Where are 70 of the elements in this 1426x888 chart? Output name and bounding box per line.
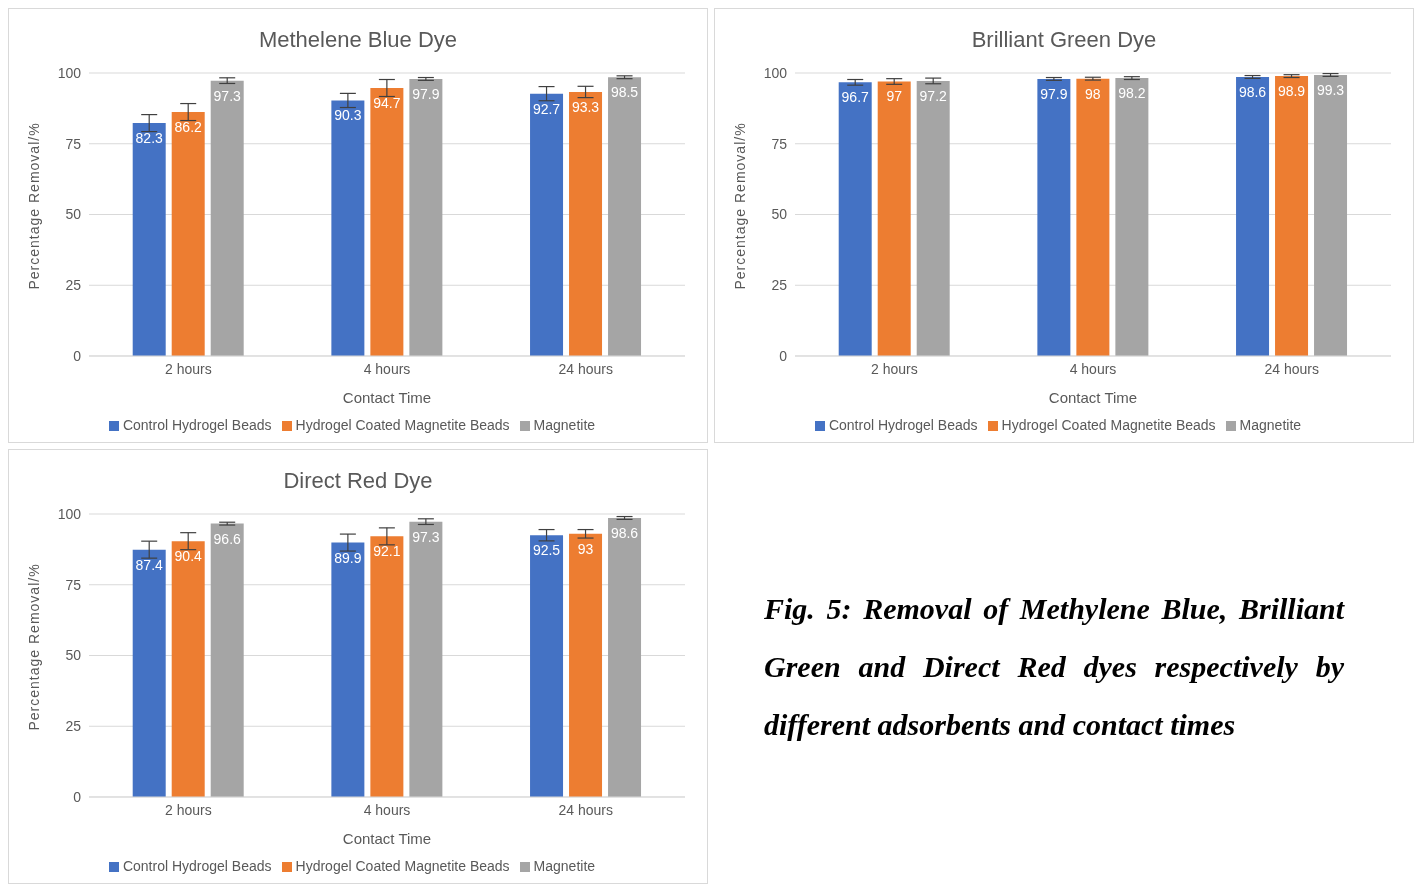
data-label: 82.3	[135, 130, 164, 147]
data-label: 98.2	[1118, 85, 1146, 102]
x-axis-title: Contact Time	[342, 389, 432, 406]
data-label: 87.4	[135, 556, 164, 573]
y-tick-label: 25	[65, 277, 82, 294]
legend-label: Magnetite	[533, 417, 596, 433]
y-tick-label: 50	[65, 206, 82, 223]
data-label: 98.9	[1277, 83, 1306, 100]
data-label: 93	[577, 540, 594, 557]
x-tick-label: 2 hours	[164, 360, 212, 377]
data-label: 93.3	[571, 98, 600, 115]
y-tick-label: 50	[771, 206, 788, 223]
y-tick-label: 100	[763, 64, 788, 81]
legend-label: Magnetite	[533, 858, 596, 874]
data-label: 96.6	[213, 530, 242, 547]
data-label: 97.3	[213, 87, 242, 104]
y-axis-title: Percentage Removal/%	[731, 122, 748, 290]
caption: Fig. 5: Removal of Methylene Blue, Brilliant Green and Direct Red dyes respectively by different adsorbents and contact times	[764, 590, 1344, 743]
data-label: 97.9	[412, 85, 440, 102]
y-tick-label: 0	[779, 347, 788, 364]
chart-title: Methelene Blue Dye	[257, 26, 459, 54]
x-axis-title: Contact Time	[342, 830, 432, 847]
x-tick-label: 4 hours	[1069, 360, 1117, 377]
data-label: 90.3	[334, 107, 362, 124]
y-axis-title: Percentage Removal/%	[25, 122, 42, 290]
data-label: 97.9	[1040, 85, 1068, 102]
legend-label: Hydrogel Coated Magnetite Beads	[1001, 417, 1216, 433]
legend-label: Hydrogel Coated Magnetite Beads	[295, 858, 510, 874]
data-label: 99.3	[1316, 81, 1345, 98]
data-label: 97	[886, 88, 903, 105]
x-tick-label: 4 hours	[363, 801, 411, 818]
y-tick-label: 25	[65, 718, 82, 735]
legend-label: Control Hydrogel Beads	[828, 417, 978, 433]
data-label: 97.2	[919, 87, 948, 104]
x-tick-label: 2 hours	[164, 801, 212, 818]
legend-label: Magnetite	[1239, 417, 1302, 433]
data-label: 92.5	[532, 542, 561, 559]
data-label: 94.7	[373, 94, 401, 111]
y-tick-label: 50	[65, 647, 82, 664]
x-tick-label: 24 hours	[1264, 360, 1319, 377]
data-label: 97.3	[412, 528, 440, 545]
y-axis-title: Percentage Removal/%	[25, 563, 42, 731]
y-tick-label: 25	[771, 277, 788, 294]
data-label: 98.5	[610, 84, 639, 101]
data-label: 86.2	[174, 118, 203, 135]
x-tick-label: 24 hours	[558, 801, 613, 818]
chart-title: Brilliant Green Dye	[970, 26, 1158, 54]
y-tick-label: 75	[65, 135, 82, 152]
y-tick-label: 75	[771, 135, 788, 152]
y-tick-label: 0	[73, 788, 82, 805]
x-axis-title: Contact Time	[1048, 389, 1138, 406]
x-tick-label: 24 hours	[558, 360, 613, 377]
y-tick-label: 100	[57, 64, 82, 81]
data-label: 92.1	[373, 543, 401, 560]
chart-title: Direct Red Dye	[282, 467, 434, 495]
x-tick-label: 4 hours	[363, 360, 411, 377]
legend-label: Control Hydrogel Beads	[122, 417, 272, 433]
data-label: 98.6	[610, 524, 639, 541]
y-tick-label: 0	[73, 347, 82, 364]
x-tick-label: 2 hours	[870, 360, 918, 377]
legend-label: Control Hydrogel Beads	[122, 858, 272, 874]
data-label: 96.7	[841, 89, 870, 106]
data-label: 92.7	[532, 100, 561, 117]
data-label: 90.4	[174, 548, 203, 565]
y-tick-label: 75	[65, 576, 82, 593]
data-label: 89.9	[334, 549, 362, 566]
data-label: 98.6	[1238, 83, 1267, 100]
legend-label: Hydrogel Coated Magnetite Beads	[295, 417, 510, 433]
data-label: 98	[1085, 85, 1101, 102]
y-tick-label: 100	[57, 505, 82, 522]
